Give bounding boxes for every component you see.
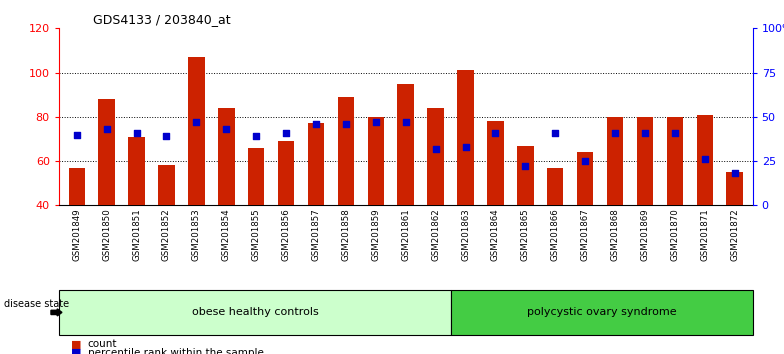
Text: polycystic ovary syndrome: polycystic ovary syndrome	[527, 307, 677, 318]
Point	[549, 130, 561, 136]
Bar	[666, 117, 683, 205]
Point	[399, 119, 412, 125]
Bar	[308, 124, 325, 205]
Point	[459, 144, 472, 150]
Bar	[397, 84, 414, 205]
Point	[160, 133, 172, 139]
Bar	[368, 117, 384, 205]
Point	[220, 126, 233, 132]
Point	[310, 121, 322, 127]
Point	[579, 158, 591, 164]
Text: count: count	[88, 339, 118, 349]
Point	[609, 130, 622, 136]
Bar	[99, 99, 115, 205]
Point	[250, 133, 263, 139]
Text: obese healthy controls: obese healthy controls	[191, 307, 318, 318]
Bar	[158, 166, 175, 205]
Point	[280, 130, 292, 136]
Point	[130, 130, 143, 136]
Point	[339, 121, 352, 127]
Bar	[547, 168, 564, 205]
Point	[519, 164, 532, 169]
Bar	[727, 172, 743, 205]
Point	[639, 130, 652, 136]
Text: percentile rank within the sample: percentile rank within the sample	[88, 348, 263, 354]
Point	[190, 119, 202, 125]
Point	[489, 130, 502, 136]
Bar	[487, 121, 503, 205]
Point	[369, 119, 382, 125]
Bar	[338, 97, 354, 205]
Bar	[68, 168, 85, 205]
Bar	[607, 117, 623, 205]
Bar	[577, 152, 593, 205]
Point	[100, 126, 113, 132]
Point	[728, 171, 741, 176]
Point	[699, 156, 711, 162]
Bar	[427, 108, 444, 205]
Bar	[129, 137, 145, 205]
Text: GDS4133 / 203840_at: GDS4133 / 203840_at	[93, 13, 231, 26]
Bar	[218, 108, 234, 205]
Text: disease state: disease state	[4, 298, 69, 309]
Text: ■: ■	[71, 348, 81, 354]
Point	[669, 130, 681, 136]
Bar	[637, 117, 653, 205]
Bar	[248, 148, 264, 205]
Text: ■: ■	[71, 339, 81, 349]
Point	[71, 132, 83, 137]
Bar	[188, 57, 205, 205]
Bar	[517, 145, 534, 205]
Bar	[278, 141, 294, 205]
Bar	[457, 70, 474, 205]
Point	[430, 146, 442, 152]
Bar	[696, 115, 713, 205]
